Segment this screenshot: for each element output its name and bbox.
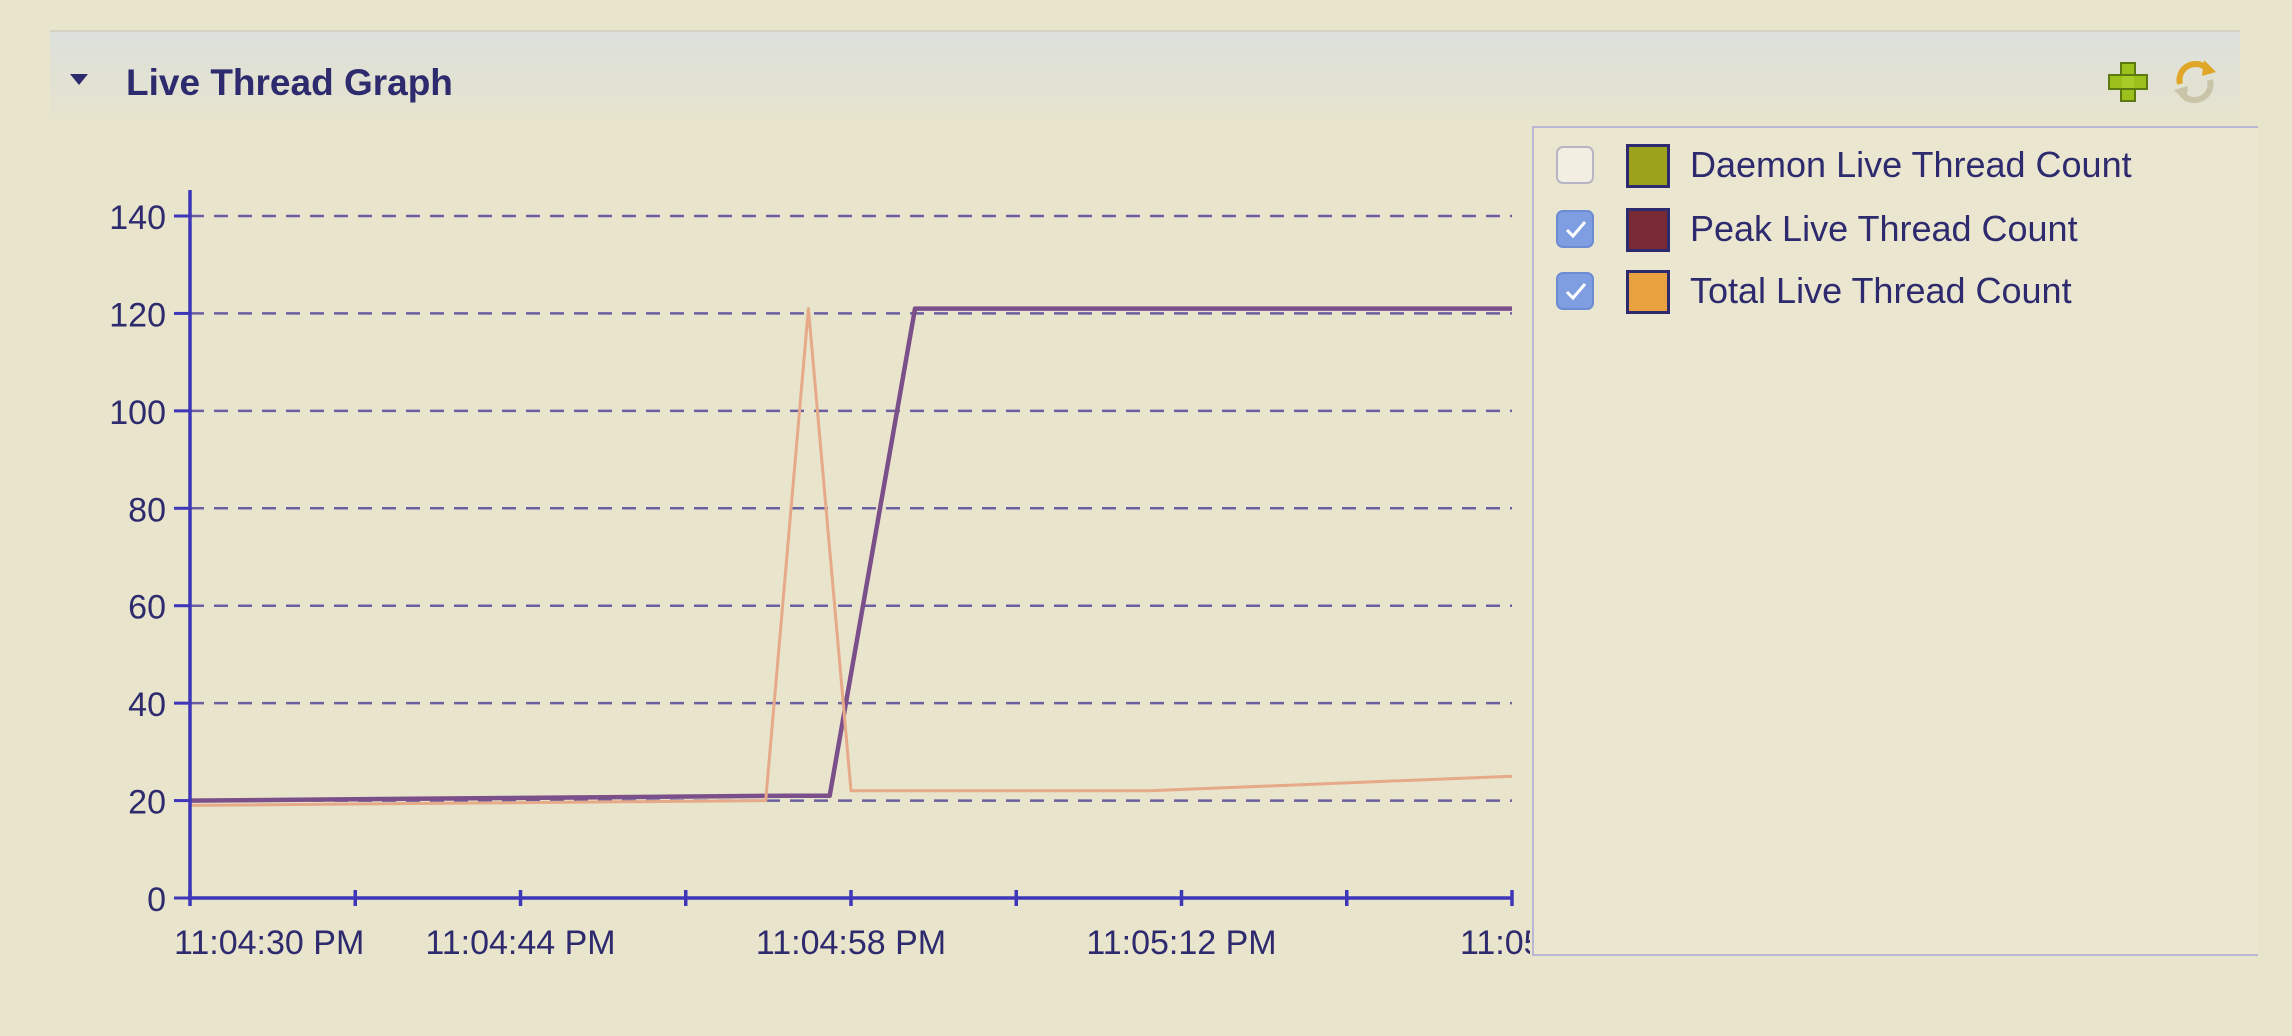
panel-header: Live Thread Graph xyxy=(50,30,2240,120)
daemon-checkbox[interactable] xyxy=(1556,146,1594,184)
x-tick-label: 11:05:12 PM xyxy=(1086,924,1276,962)
peak-series-line xyxy=(189,306,1512,803)
legend-item-daemon[interactable]: Daemon Live Thread Count xyxy=(1556,144,2256,198)
y-tick-label: 60 xyxy=(128,589,166,627)
legend-label-total: Total Live Thread Count xyxy=(1690,270,2072,311)
y-tick-label: 120 xyxy=(109,296,166,334)
y-tick-labels: 0 20 40 60 80 100 120 140 xyxy=(109,199,166,919)
daemon-color-swatch xyxy=(1626,144,1670,188)
axes xyxy=(174,190,1514,906)
legend-label-peak: Peak Live Thread Count xyxy=(1690,208,2078,249)
total-color-swatch xyxy=(1626,270,1670,314)
y-tick-label: 40 xyxy=(128,686,166,724)
total-series-line xyxy=(189,307,1513,807)
x-tick-label: 11:04:58 PM xyxy=(756,924,946,962)
panel-title: Live Thread Graph xyxy=(126,62,453,103)
y-tick-label: 0 xyxy=(147,881,166,919)
checkmark-icon xyxy=(1565,283,1587,301)
peak-color-swatch xyxy=(1626,208,1670,252)
legend-item-total[interactable]: Total Live Thread Count xyxy=(1556,270,2256,324)
legend-label-daemon: Daemon Live Thread Count xyxy=(1690,144,2132,185)
y-tick-label: 140 xyxy=(109,199,166,237)
x-tick-label: 11:04:44 PM xyxy=(425,924,615,962)
live-thread-chart: 0 20 40 60 80 100 120 140 11:04:30 PM 11:04:44 P… xyxy=(109,190,1530,962)
y-tick-label: 80 xyxy=(128,491,166,529)
add-icon[interactable] xyxy=(2106,60,2150,104)
y-tick-label: 20 xyxy=(128,784,166,822)
x-tick-label: 11:05: xyxy=(1460,924,1530,962)
checkmark-icon xyxy=(1565,221,1587,239)
total-checkbox[interactable] xyxy=(1556,272,1594,310)
series-lines xyxy=(189,306,1513,807)
x-tick-label: 11:04:30 PM xyxy=(174,924,364,962)
grid-lines xyxy=(190,214,1512,802)
legend-item-peak[interactable]: Peak Live Thread Count xyxy=(1556,208,2256,262)
x-tick-labels: 11:04:30 PM 11:04:44 PM 11:04:58 PM 11:05:1… xyxy=(174,924,1530,962)
legend-panel: Daemon Live Thread Count Peak Live Threa… xyxy=(1532,126,2258,956)
refresh-icon[interactable] xyxy=(2168,54,2222,108)
collapse-triangle-icon[interactable] xyxy=(70,74,88,85)
peak-checkbox[interactable] xyxy=(1556,210,1594,248)
y-tick-label: 100 xyxy=(109,394,166,432)
